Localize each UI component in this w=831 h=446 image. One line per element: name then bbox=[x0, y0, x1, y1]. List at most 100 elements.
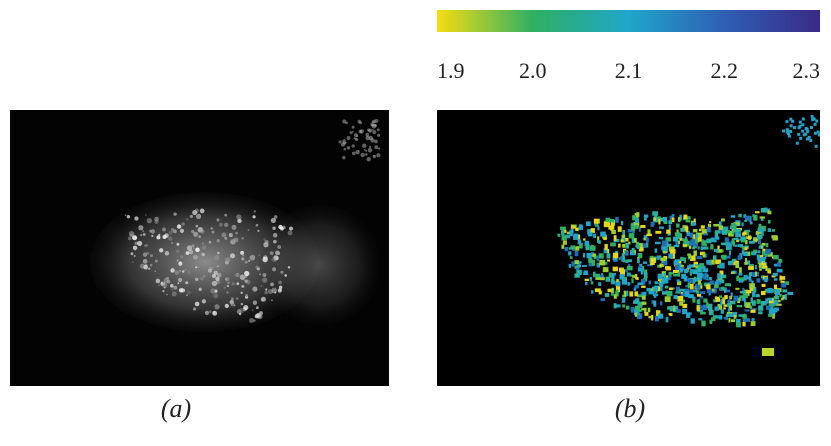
speckle bbox=[697, 305, 700, 311]
speckle bbox=[690, 233, 693, 238]
speckle bbox=[599, 253, 604, 258]
speckle bbox=[701, 225, 705, 228]
speckle bbox=[368, 129, 372, 133]
speckle bbox=[214, 304, 219, 309]
speckle bbox=[195, 248, 200, 253]
speckle bbox=[675, 232, 680, 236]
speckle bbox=[217, 265, 219, 267]
speckle bbox=[374, 145, 378, 149]
speckle bbox=[225, 277, 229, 281]
speckle bbox=[744, 309, 749, 311]
speckle bbox=[618, 226, 622, 231]
speckle bbox=[575, 246, 579, 250]
speckle bbox=[741, 222, 743, 226]
speckle bbox=[561, 231, 564, 235]
speckle bbox=[162, 227, 166, 231]
speckle bbox=[684, 269, 688, 273]
speckle bbox=[360, 129, 364, 133]
speckle bbox=[767, 211, 771, 215]
speckle bbox=[782, 289, 787, 292]
speckle bbox=[631, 225, 635, 230]
speckle bbox=[730, 301, 735, 304]
speckle bbox=[245, 294, 248, 297]
speckle bbox=[659, 227, 664, 229]
speckle bbox=[733, 262, 735, 266]
speckle bbox=[642, 296, 646, 300]
speckle bbox=[193, 247, 195, 249]
speckle bbox=[768, 228, 771, 232]
speckle bbox=[362, 144, 366, 148]
speckle bbox=[236, 214, 241, 219]
speckle bbox=[695, 238, 698, 244]
speckle bbox=[622, 244, 625, 248]
speckle bbox=[727, 313, 732, 317]
speckle bbox=[237, 282, 240, 285]
speckle bbox=[668, 254, 673, 259]
speckle bbox=[195, 225, 198, 228]
speckle bbox=[232, 282, 235, 285]
speckle bbox=[771, 235, 777, 238]
speckle bbox=[663, 261, 667, 265]
speckle bbox=[650, 263, 655, 265]
speckle bbox=[773, 273, 778, 276]
speckle bbox=[187, 291, 190, 294]
speckle bbox=[634, 238, 637, 243]
speckle bbox=[582, 265, 587, 267]
speckle bbox=[377, 134, 380, 137]
speckle bbox=[731, 215, 735, 218]
speckle bbox=[611, 275, 614, 279]
speckle bbox=[240, 292, 242, 294]
speckle bbox=[791, 120, 794, 123]
speckle bbox=[607, 289, 611, 292]
speckle bbox=[614, 294, 617, 298]
speckle bbox=[690, 284, 694, 290]
speckle bbox=[372, 121, 374, 123]
speckle bbox=[756, 294, 760, 297]
speckle bbox=[677, 279, 680, 282]
speckle bbox=[605, 244, 608, 250]
speckle bbox=[733, 238, 738, 240]
speckle bbox=[594, 219, 600, 224]
speckle bbox=[644, 215, 648, 218]
speckle bbox=[252, 287, 257, 292]
speckle bbox=[665, 266, 669, 270]
speckle bbox=[757, 254, 760, 259]
speckle bbox=[758, 250, 761, 253]
speckle bbox=[148, 268, 150, 270]
speckle bbox=[150, 264, 153, 267]
speckle bbox=[742, 246, 745, 249]
speckle bbox=[701, 305, 707, 310]
speckle bbox=[669, 287, 673, 289]
speckle bbox=[753, 215, 757, 221]
speckle bbox=[273, 240, 277, 244]
speckle bbox=[350, 131, 353, 134]
speckle bbox=[781, 298, 784, 301]
speckle bbox=[708, 224, 711, 227]
speckle bbox=[161, 281, 166, 286]
speckle bbox=[352, 126, 355, 129]
speckle bbox=[675, 291, 680, 293]
speckle bbox=[673, 305, 675, 311]
speckle bbox=[805, 127, 808, 130]
speckle bbox=[143, 259, 148, 264]
speckle bbox=[635, 313, 637, 317]
speckle bbox=[125, 214, 127, 216]
speckle bbox=[225, 304, 229, 308]
speckle bbox=[366, 157, 371, 162]
speckle bbox=[205, 311, 209, 315]
speckle bbox=[226, 291, 228, 293]
speckle bbox=[272, 227, 275, 230]
speckle bbox=[735, 263, 739, 269]
speckle bbox=[145, 264, 147, 266]
speckle bbox=[268, 289, 273, 294]
speckle bbox=[176, 259, 179, 262]
speckle bbox=[165, 251, 169, 255]
speckle bbox=[212, 231, 215, 234]
speckle bbox=[653, 301, 656, 307]
speckle bbox=[625, 251, 628, 255]
speckle bbox=[703, 252, 706, 257]
speckle bbox=[179, 288, 183, 292]
speckle bbox=[270, 283, 274, 287]
speckle bbox=[765, 249, 771, 254]
speckle bbox=[252, 215, 255, 218]
